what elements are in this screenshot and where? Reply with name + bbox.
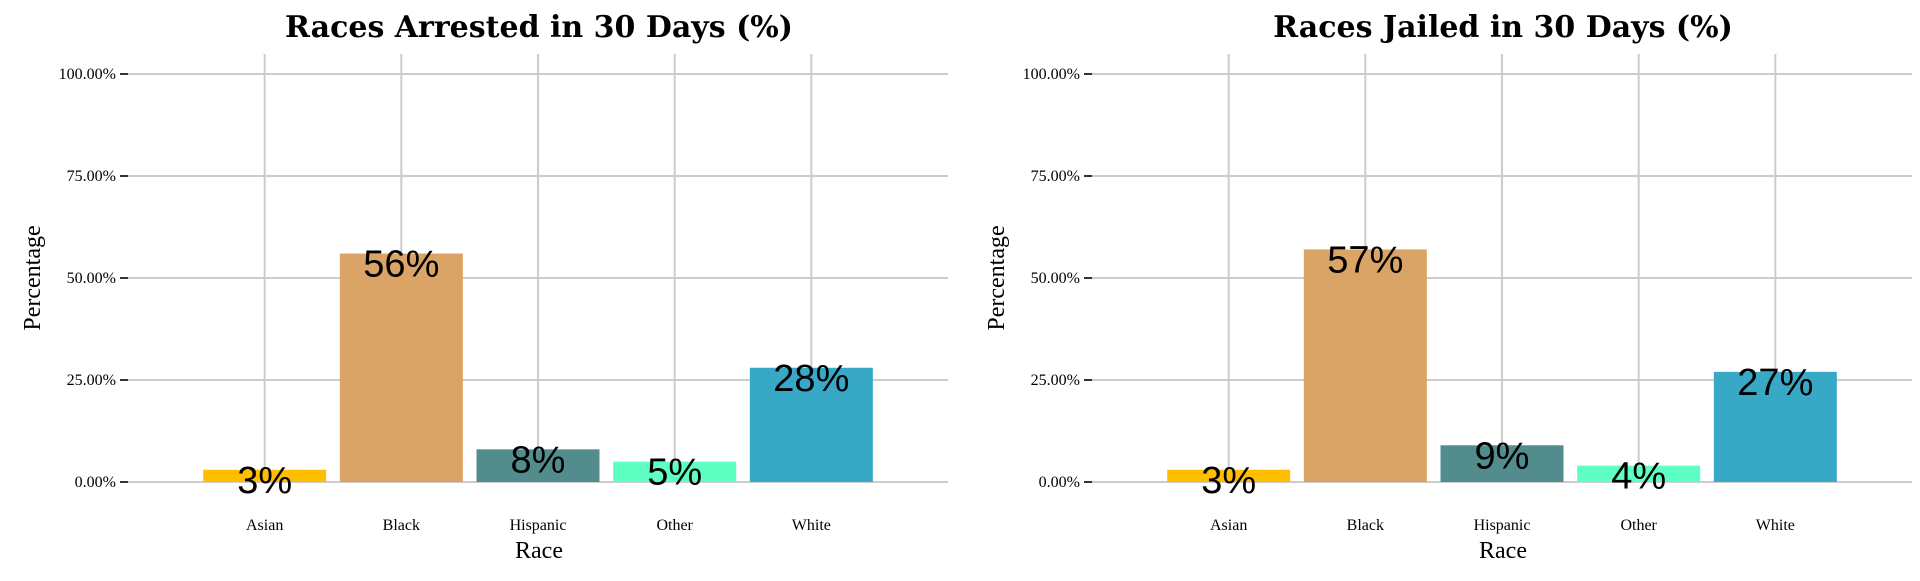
data-label: 28% — [773, 358, 849, 400]
bar — [613, 461, 737, 482]
y-axis-label: Percentage — [20, 225, 46, 330]
x-tick-label: Other — [1620, 517, 1657, 534]
x-tick-label: Black — [383, 517, 420, 534]
x-tick-label: Other — [656, 517, 693, 534]
y-tick-label: 50.00% — [67, 270, 116, 287]
bar — [1577, 465, 1701, 482]
data-label: 3% — [1201, 460, 1256, 502]
bar — [1167, 469, 1291, 482]
data-label: 8% — [511, 439, 566, 481]
chart-title: Races Arrested in 30 Days (%) — [285, 10, 793, 45]
y-tick-label: 25.00% — [1031, 372, 1080, 389]
chart-title: Races Jailed in 30 Days (%) — [1273, 10, 1733, 45]
y-tick-label: 50.00% — [1031, 270, 1080, 287]
bar — [339, 253, 463, 482]
x-tick-label: White — [792, 517, 831, 534]
y-tick-label: 75.00% — [67, 168, 116, 185]
y-tick-label: 25.00% — [67, 372, 116, 389]
y-tick-label: 100.00% — [1023, 66, 1080, 83]
y-axis-label: Percentage — [984, 225, 1010, 330]
data-label: 4% — [1611, 456, 1666, 498]
y-tick-label: 0.00% — [1039, 474, 1080, 491]
data-label: 56% — [363, 244, 439, 286]
y-tick-label: 0.00% — [75, 474, 116, 491]
bar — [1303, 249, 1427, 482]
x-tick-label: Asian — [1210, 517, 1247, 534]
x-tick-label: Black — [1347, 517, 1384, 534]
x-tick-label: White — [1756, 517, 1795, 534]
bar — [203, 469, 327, 482]
y-tick-label: 75.00% — [1031, 168, 1080, 185]
x-tick-label: Hispanic — [1474, 517, 1531, 534]
y-tick-label: 100.00% — [59, 66, 116, 83]
bar — [476, 449, 600, 482]
x-tick-label: Asian — [246, 517, 283, 534]
x-axis-label: Race — [515, 538, 563, 564]
data-label: 27% — [1737, 362, 1813, 404]
data-label: 3% — [237, 460, 292, 502]
x-axis-label: Race — [1479, 538, 1527, 564]
data-label: 5% — [647, 452, 702, 494]
bar — [1713, 371, 1837, 482]
bar — [749, 367, 873, 482]
data-label: 9% — [1475, 435, 1530, 477]
data-label: 57% — [1327, 239, 1403, 281]
bar — [1440, 445, 1564, 482]
x-tick-label: Hispanic — [510, 517, 567, 534]
